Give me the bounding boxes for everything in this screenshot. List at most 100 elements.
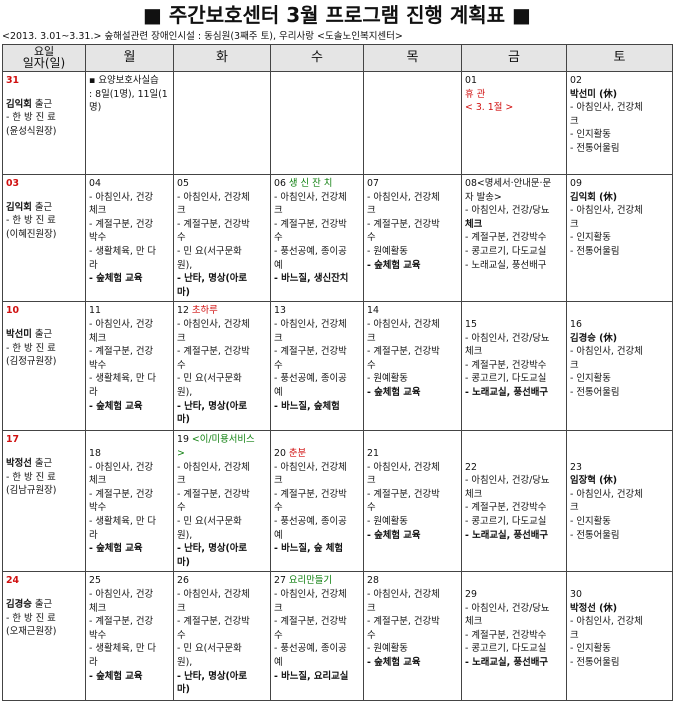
- doctor-name: (김남규원장): [6, 485, 57, 497]
- program-line: - 인지활동: [570, 373, 611, 385]
- program-line: [367, 433, 458, 447]
- program-line: 휴 관: [465, 88, 486, 100]
- program-line: - 전통어울림: [570, 529, 620, 541]
- on-duty-staff: 박정선 출근: [6, 457, 82, 471]
- day-cell-sat: 09 김익회 (休) - 아침인사, 건강체 크 - 인지활동 - 전통어울림: [566, 173, 673, 303]
- day-cell-fri: 29 - 아침인사, 건강/당뇨 체크 - 계절구분, 건강박수 - 콩고르기, 다도교…: [461, 571, 567, 701]
- program-line: - 계절구분, 건강박: [367, 616, 440, 628]
- program-line: 수: [367, 232, 376, 244]
- program-line: 마): [177, 556, 190, 568]
- program-line: - 아침인사, 건강체: [274, 461, 347, 473]
- program-line: 김경승 (休): [570, 332, 618, 344]
- program-line: - 계절구분, 건강박: [177, 346, 250, 358]
- program-line: - 민 요(서구문화: [177, 515, 242, 527]
- program-line: 28: [367, 575, 379, 587]
- staff-name: 김경승: [6, 598, 32, 610]
- program-line: - 바느질, 숲 체험: [274, 543, 343, 555]
- program-line: - 민 요(서구문화: [177, 245, 242, 257]
- program-line: - 아침인사, 건강체: [570, 346, 643, 358]
- program-line: - 계절구분, 건강박: [274, 346, 347, 358]
- on-duty-staff: 박선미 출근: [6, 328, 82, 342]
- program-line: 수: [177, 232, 186, 244]
- day-cell-sat: 16 김경승 (休) - 아침인사, 건강체 크 - 인지활동 - 전통어울림: [566, 301, 673, 432]
- program-line: - 생활체육, 만 다: [89, 373, 157, 385]
- shift-label: 출근: [31, 98, 53, 110]
- staff-name: 박선미: [6, 328, 32, 340]
- program-line: 예: [274, 529, 283, 541]
- program-line: - 전통어울림: [570, 656, 620, 668]
- program-line: 27 요리만들기: [274, 574, 360, 588]
- program-line: - 아침인사, 건강체: [274, 191, 347, 203]
- schedule-body: 31 김익회 출근 - 한 방 진 료 (윤성식원장) ▪ 요양보호사실습: 8일(1명…: [2, 71, 673, 701]
- program-line: : 8일(1명), 11일(1: [89, 88, 168, 100]
- corner-date-label: 일자(일): [22, 56, 66, 70]
- program-line: 예: [274, 656, 283, 668]
- program-line: 크: [367, 475, 376, 487]
- program-line: 21: [367, 447, 379, 459]
- on-duty-staff: 김익회 출근: [6, 201, 82, 215]
- program-line: - 계절구분, 건강박수: [465, 359, 547, 371]
- program-line: 수: [367, 359, 376, 371]
- day-cell-thu: 28- 아침인사, 건강체 크 - 계절구분, 건강박 수 - 원예활동 - 숲체험 교육: [363, 571, 462, 701]
- oriental-clinic-label: - 한 방 진 료: [6, 215, 56, 227]
- shift-label: 출근: [31, 598, 53, 610]
- program-line: - 콩고르기, 다도교실: [465, 373, 547, 385]
- program-line: - 계절구분, 건강박수: [465, 232, 547, 244]
- program-line: - 계절구분, 건강: [89, 218, 154, 230]
- shift-label: 출근: [31, 201, 53, 213]
- program-line: 수: [177, 502, 186, 514]
- program-line: 크: [274, 602, 283, 614]
- program-line: [274, 433, 360, 447]
- staff-name: 박정선: [6, 457, 32, 469]
- program-line: - 풍선공예, 종이공: [274, 373, 347, 385]
- header-day-mon: 월: [85, 44, 174, 72]
- shift-label: 출근: [31, 328, 53, 340]
- program-line: - 아침인사, 건강체: [367, 588, 440, 600]
- header-row: 요일 일자(일) 월 화 수 목 금 토: [2, 44, 673, 72]
- program-line: - 계절구분, 건강박: [177, 616, 250, 628]
- program-line: 30: [570, 588, 582, 600]
- oriental-clinic-label: - 한 방 진 료: [6, 612, 56, 624]
- program-line: 크: [177, 475, 186, 487]
- program-line: 박수: [89, 359, 107, 371]
- program-line: - 아침인사, 건강체: [177, 461, 250, 473]
- oriental-clinic-label: - 한 방 진 료: [6, 342, 56, 354]
- program-line: - 풍선공예, 종이공: [274, 245, 347, 257]
- program-line: 크: [274, 205, 283, 217]
- program-line: 크: [570, 502, 579, 514]
- program-line: - 바느질, 생신잔치: [274, 273, 349, 285]
- program-line: - 아침인사, 건강체: [570, 488, 643, 500]
- program-line: 박선미 (休): [570, 88, 618, 100]
- program-line: 수: [274, 502, 283, 514]
- shift-label: 출근: [31, 457, 53, 469]
- program-line: 수: [274, 359, 283, 371]
- day-cell-fri: 22 - 아침인사, 건강/당뇨 체크 - 계절구분, 건강박수 - 콩고르기, 다도교…: [461, 430, 567, 573]
- program-line: - 풍선공예, 종이공: [274, 515, 347, 527]
- header-day-thu: 목: [363, 44, 462, 72]
- program-line: - 계절구분, 건강박: [367, 346, 440, 358]
- date-number: 19: [177, 434, 192, 446]
- program-line: - 전통어울림: [570, 142, 620, 154]
- program-line: 수: [177, 629, 186, 641]
- program-line: 04: [89, 178, 101, 189]
- program-line: - 바느질, 숲체험: [274, 400, 340, 412]
- schedule-table: 요일 일자(일) 월 화 수 목 금 토 31 김익회 출근 - 한 방 진 료 (윤…: [2, 44, 673, 701]
- header-day-tue: 화: [173, 44, 271, 72]
- event-label: 초하루: [191, 305, 218, 317]
- day-cell-thu: 07 - 아침인사, 건강체 크 - 계절구분, 건강박 수 - 원예활동 - 숲체험 교육: [363, 173, 462, 303]
- day-cell-tue: 12 초하루 - 아침인사, 건강체 크 - 계절구분, 건강박 수 - 민 요(서구문화…: [173, 301, 271, 432]
- program-line: - 난타, 명상(아로: [177, 400, 248, 412]
- week-row: 03 김익회 출근 - 한 방 진 료 (이혜진원장) 04- 아침인사, 건강 체크 - …: [2, 173, 673, 303]
- program-line: 수: [274, 232, 283, 244]
- sunday-date: 17: [6, 434, 20, 446]
- program-line: 라: [89, 656, 98, 668]
- program-line: - 생활체육, 만 다: [89, 515, 157, 527]
- program-line: - 계절구분, 건강박: [367, 488, 440, 500]
- program-line: 12 초하루: [177, 304, 267, 318]
- program-line: - 계절구분, 건강: [89, 616, 154, 628]
- program-line: 수: [367, 629, 376, 641]
- program-line: - 노래교실, 풍선배구: [465, 529, 548, 541]
- page-title: ■ 주간보호센터 3월 프로그램 진행 계획표 ■: [143, 3, 531, 27]
- event-label: 춘분: [288, 447, 307, 459]
